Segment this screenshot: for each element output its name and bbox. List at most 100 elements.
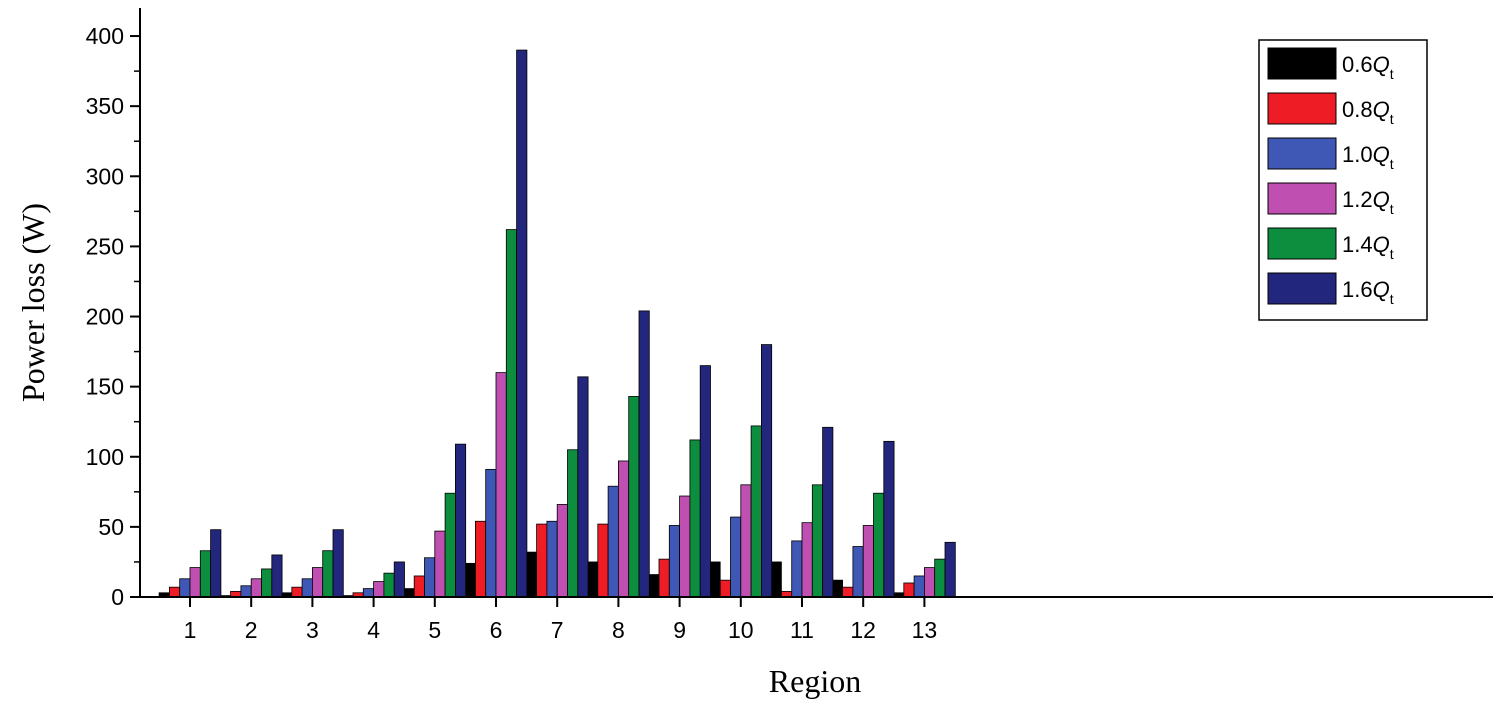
y-tick-label: 200 bbox=[86, 304, 124, 330]
legend: 0.6Qt 0.8Qt 1.0Qt 1.2Qt 1.4Qt 1.6Qt bbox=[1258, 39, 1428, 321]
bar-series-2-region-6 bbox=[485, 468, 497, 598]
bar-series-2-region-9 bbox=[668, 525, 680, 598]
x-tick-label: 9 bbox=[673, 617, 686, 643]
x-tick-label: 13 bbox=[912, 617, 938, 643]
x-tick-label: 2 bbox=[245, 617, 258, 643]
bar-series-5-region-11 bbox=[822, 426, 834, 598]
x-axis-title: Region bbox=[769, 663, 861, 699]
bar-series-1-region-6 bbox=[474, 520, 487, 598]
bar-series-5-region-2 bbox=[271, 554, 283, 598]
x-tick-label: 10 bbox=[728, 617, 754, 643]
bar-series-1-region-10 bbox=[719, 579, 731, 598]
legend-swatch-1 bbox=[1267, 92, 1337, 125]
bar-series-4-region-6 bbox=[505, 229, 517, 598]
bar-series-3-region-6 bbox=[495, 372, 507, 598]
bar-series-5-region-6 bbox=[516, 49, 528, 598]
legend-swatch-2 bbox=[1267, 137, 1337, 170]
legend-label-2: 1.0Qt bbox=[1342, 142, 1394, 172]
bar-series-2-region-10 bbox=[730, 516, 742, 598]
bar-series-3-region-9 bbox=[679, 495, 691, 598]
bar-series-4-region-8 bbox=[628, 396, 640, 598]
bar-series-5-region-7 bbox=[577, 376, 589, 598]
bar-series-2-region-2 bbox=[240, 585, 252, 598]
x-tick-label: 7 bbox=[551, 617, 564, 643]
bar-series-0-region-9 bbox=[648, 574, 660, 598]
x-tick-label: 8 bbox=[612, 617, 625, 643]
y-tick-label: 0 bbox=[111, 584, 124, 610]
y-tick-label: 350 bbox=[86, 93, 124, 119]
legend-swatch-5 bbox=[1267, 272, 1337, 305]
x-tick-label: 6 bbox=[490, 617, 503, 643]
bar-series-1-region-12 bbox=[842, 586, 854, 598]
bar-series-3-region-11 bbox=[801, 522, 813, 598]
x-tick-label: 11 bbox=[790, 617, 814, 643]
bar-series-5-region-12 bbox=[883, 440, 895, 598]
bar-series-5-region-13 bbox=[944, 541, 956, 598]
legend-label-4: 1.4Qt bbox=[1342, 232, 1394, 262]
bar-series-5-region-4 bbox=[393, 561, 405, 598]
bar-series-3-region-3 bbox=[311, 567, 324, 598]
bar-series-4-region-7 bbox=[567, 449, 579, 598]
bar-series-5-region-8 bbox=[638, 310, 650, 598]
bar-series-0-region-5 bbox=[403, 588, 415, 598]
bar-series-2-region-11 bbox=[791, 540, 803, 598]
legend-label-0: 0.6Qt bbox=[1342, 52, 1394, 82]
y-tick-label: 50 bbox=[98, 514, 124, 540]
bar-series-5-region-9 bbox=[699, 365, 711, 598]
bar-series-2-region-3 bbox=[301, 578, 313, 598]
bar-series-2-region-4 bbox=[362, 588, 374, 598]
bar-series-4-region-2 bbox=[261, 568, 273, 598]
bar-series-3-region-7 bbox=[556, 504, 568, 598]
bar-series-2-region-12 bbox=[852, 546, 864, 598]
y-tick-label: 100 bbox=[86, 444, 124, 470]
y-tick-label: 300 bbox=[86, 163, 124, 189]
bar-series-3-region-8 bbox=[618, 460, 630, 598]
legend-label-3: 1.2Qt bbox=[1342, 187, 1394, 217]
x-tick-label: 12 bbox=[850, 617, 876, 643]
bar-series-3-region-5 bbox=[434, 530, 446, 598]
bar-series-4-region-13 bbox=[934, 558, 946, 598]
bar-series-5-region-3 bbox=[332, 529, 344, 598]
bar-series-4-region-10 bbox=[750, 425, 762, 598]
bar-series-4-region-4 bbox=[383, 572, 395, 598]
bar-series-4-region-9 bbox=[689, 439, 701, 598]
bar-series-4-region-11 bbox=[811, 484, 823, 598]
bar-series-1-region-13 bbox=[903, 582, 915, 598]
x-tick-label: 1 bbox=[184, 617, 197, 643]
bar-series-0-region-6 bbox=[464, 562, 476, 598]
bar-series-3-region-2 bbox=[250, 578, 262, 598]
x-tick-label: 3 bbox=[306, 617, 319, 643]
legend-swatch-3 bbox=[1267, 182, 1337, 215]
bar-series-4-region-5 bbox=[444, 492, 456, 598]
bar-series-0-region-7 bbox=[525, 551, 537, 598]
y-axis-title: Power loss (W) bbox=[15, 203, 51, 402]
bar-series-3-region-1 bbox=[189, 567, 201, 598]
bar-series-2-region-7 bbox=[546, 520, 558, 598]
bar-series-1-region-9 bbox=[658, 558, 670, 598]
bar-series-1-region-3 bbox=[291, 586, 303, 598]
legend-label-5: 1.6Qt bbox=[1342, 277, 1394, 307]
bar-series-0-region-10 bbox=[709, 561, 721, 598]
bar-series-2-region-5 bbox=[424, 557, 436, 598]
bar-series-4-region-12 bbox=[873, 492, 885, 598]
bar-series-0-region-12 bbox=[831, 579, 843, 598]
legend-swatch-0 bbox=[1267, 47, 1337, 80]
bar-series-2-region-8 bbox=[607, 485, 619, 598]
bar-series-4-region-1 bbox=[199, 550, 212, 598]
bar-series-3-region-12 bbox=[862, 525, 874, 598]
bar-series-5-region-1 bbox=[210, 529, 222, 598]
legend-label-1: 0.8Qt bbox=[1342, 97, 1394, 127]
bar-series-3-region-13 bbox=[924, 567, 936, 598]
bar-series-3-region-4 bbox=[373, 581, 385, 598]
bar-series-2-region-13 bbox=[913, 575, 925, 598]
legend-swatch-4 bbox=[1267, 227, 1337, 260]
bar-series-3-region-10 bbox=[740, 484, 752, 598]
bar-series-1-region-5 bbox=[413, 575, 425, 598]
x-tick-label: 4 bbox=[367, 617, 380, 643]
bar-series-2-region-1 bbox=[179, 578, 191, 598]
bar-series-1-region-7 bbox=[536, 523, 548, 598]
bar-series-5-region-10 bbox=[761, 344, 773, 598]
bar-series-0-region-11 bbox=[770, 561, 782, 598]
